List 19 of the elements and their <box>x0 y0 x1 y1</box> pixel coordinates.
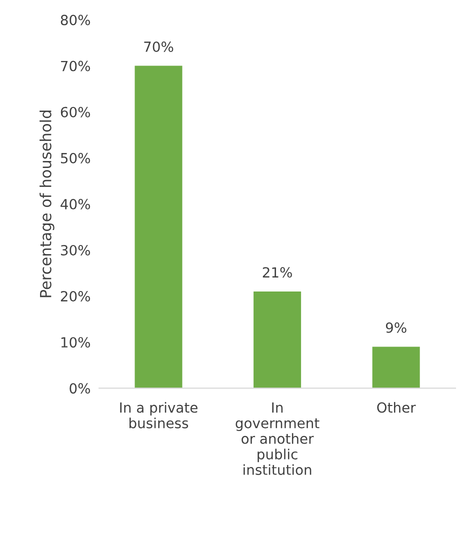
y-tick-label: 0% <box>70 383 90 394</box>
bar <box>254 291 302 388</box>
y-tick-label: 30% <box>60 244 90 256</box>
y-tick-label: 80% <box>60 14 90 26</box>
bar <box>372 346 420 388</box>
y-tick-label: 60% <box>60 106 90 118</box>
y-tick-label: 20% <box>60 291 90 302</box>
y-tick-label: 50% <box>60 152 90 164</box>
x-tick-label: In government or another public institution <box>236 402 320 475</box>
data-label: 70% <box>144 42 174 52</box>
data-label: 21% <box>262 267 292 278</box>
y-axis-title: Percentage of household <box>40 110 54 298</box>
bar <box>134 66 182 388</box>
y-tick-label: 40% <box>60 198 90 210</box>
x-tick-label: In a private business <box>120 402 198 428</box>
y-tick-label: 70% <box>61 60 90 72</box>
data-label: 9% <box>386 322 406 333</box>
x-tick-label: Other <box>377 402 416 413</box>
y-tick-label: 10% <box>61 337 90 348</box>
